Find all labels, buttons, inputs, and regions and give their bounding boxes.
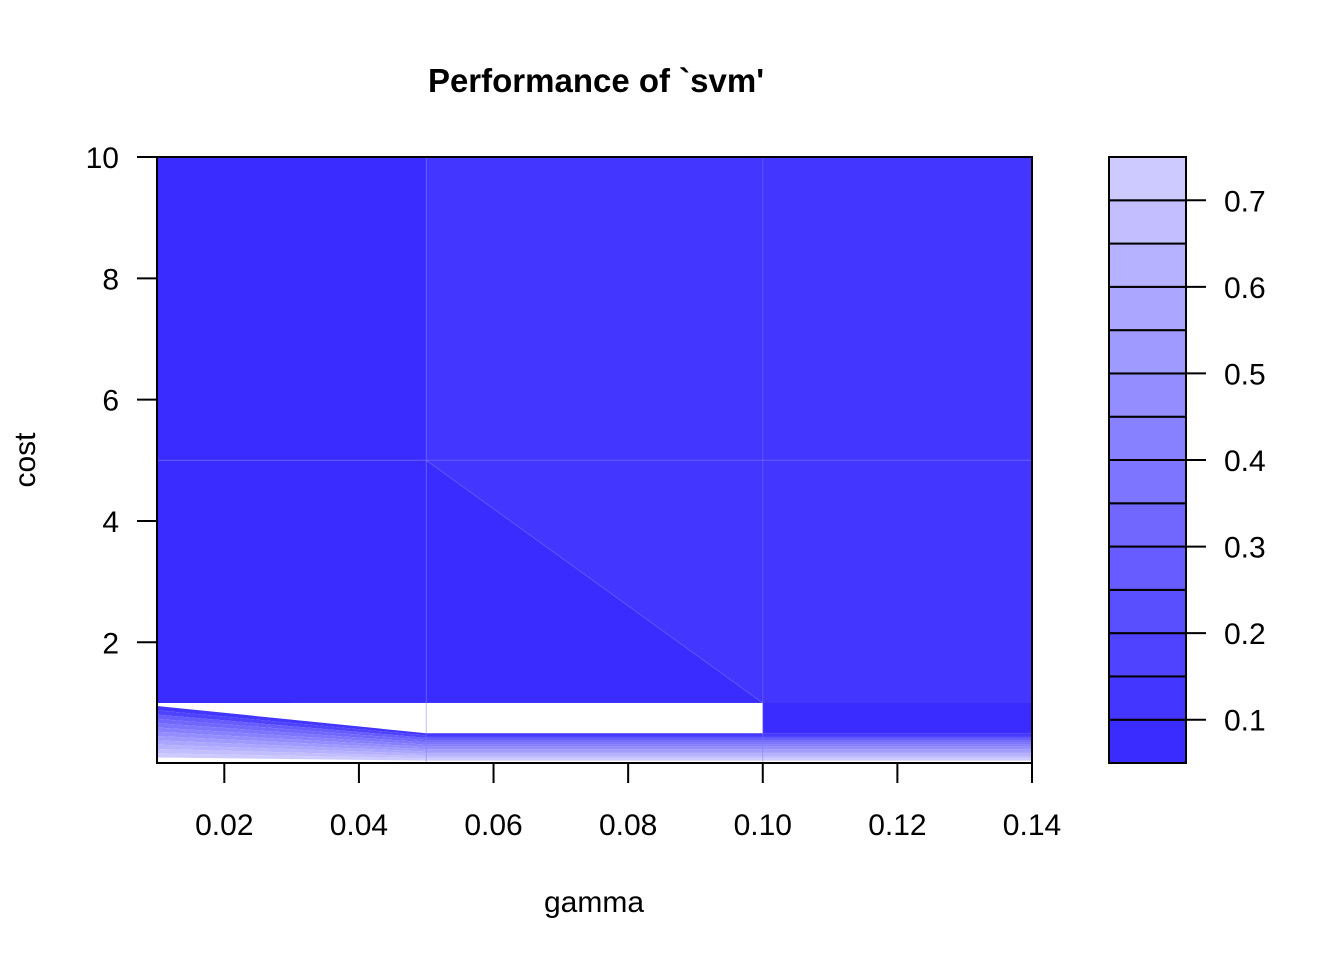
colorbar-level-2: [1108, 632, 1187, 678]
colorbar-level-5: [1108, 502, 1187, 548]
colorbar-tick-label-1: 0.2: [1224, 618, 1266, 651]
colorbar-level-6: [1108, 459, 1187, 505]
y-tick-label-1: 4: [102, 506, 119, 539]
y-tick-label-0: 2: [102, 627, 119, 660]
x-tick-label-1: 0.04: [330, 809, 388, 842]
colorbar-tick-label-4: 0.5: [1224, 358, 1266, 391]
colorbar-axis: 0.1 0.2 0.3 0.4 0.5 0.6 0.7: [1186, 185, 1266, 738]
x-tick-label-2: 0.06: [464, 809, 522, 842]
low-cost-band-9: [157, 744, 1032, 757]
x-tick-label-0: 0.02: [195, 809, 253, 842]
low-cost-band-7: [157, 736, 1032, 752]
colorbar-level-10: [1108, 285, 1187, 332]
contour-region-0: [157, 157, 427, 461]
colorbar-level-11: [1108, 242, 1187, 288]
colorbar-tick-label-0: 0.1: [1224, 705, 1266, 738]
colorbar-tick-label-6: 0.7: [1224, 185, 1266, 218]
grid-seams: [157, 157, 1032, 763]
colorbar-level-12: [1108, 199, 1187, 245]
contour-wedge-left: [157, 460, 427, 703]
colorbar-level-1: [1108, 675, 1187, 721]
x-tick-label-5: 0.12: [868, 809, 926, 842]
low-cost-band-1: [157, 710, 1032, 738]
low-cost-band-10: [157, 748, 1032, 759]
low-cost-band-11: [157, 753, 1032, 761]
low-cost-band-6: [157, 731, 1032, 750]
chart-title: Performance of `svm': [428, 62, 764, 99]
x-axis: 0.02 0.04 0.06 0.08 0.10 0.12 0.14: [195, 763, 1061, 842]
colorbar-level-0: [1108, 718, 1187, 765]
contour-region-1: [426, 157, 1032, 461]
colorbar-level-7: [1108, 415, 1187, 462]
colorbar-tick-label-5: 0.6: [1224, 272, 1266, 305]
colorbar-level-13: [1108, 156, 1187, 202]
colorbar-tick-label-3: 0.4: [1224, 445, 1266, 478]
x-tick-label-3: 0.08: [599, 809, 657, 842]
contour-regions: [157, 157, 1032, 734]
colorbar-tick-label-2: 0.3: [1224, 532, 1266, 565]
y-tick-label-4: 10: [86, 142, 119, 175]
seam-diagonal: [425, 459, 764, 704]
x-axis-label: gamma: [544, 886, 644, 919]
contour-wedge-right: [426, 460, 1032, 703]
low-cost-band-5: [157, 727, 1032, 747]
contour-band-right-low: [762, 702, 1032, 734]
y-axis-label: cost: [9, 432, 42, 488]
colorbar: [1108, 156, 1187, 765]
y-tick-label-2: 6: [102, 385, 119, 418]
low-cost-band-2: [157, 714, 1032, 741]
y-tick-label-3: 8: [102, 263, 119, 296]
colorbar-level-3: [1108, 588, 1187, 635]
low-cost-bands: [157, 705, 1032, 761]
colorbar-level-8: [1108, 372, 1187, 418]
low-cost-band-3: [157, 718, 1032, 743]
y-axis: 2 4 6 8 10: [86, 142, 157, 660]
low-cost-band-4: [157, 723, 1032, 745]
x-tick-label-6: 0.14: [1003, 809, 1061, 842]
colorbar-level-9: [1108, 329, 1187, 375]
low-cost-band-8: [157, 740, 1032, 754]
x-tick-label-4: 0.10: [734, 809, 792, 842]
plot-frame: [156, 156, 1033, 764]
colorbar-level-4: [1108, 545, 1187, 591]
